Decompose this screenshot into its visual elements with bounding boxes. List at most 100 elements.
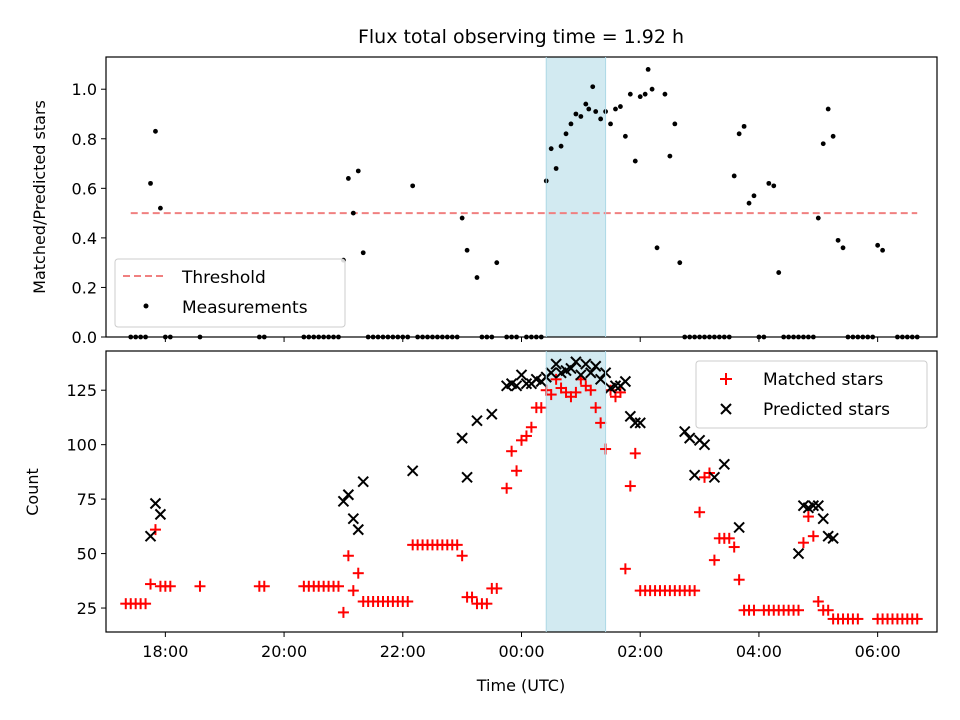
measurement-point <box>583 101 589 107</box>
legend-measurements-label: Measurements <box>182 298 308 318</box>
measurement-point <box>751 193 757 199</box>
measurement-point <box>553 166 559 171</box>
x-tick-label: 18:00 <box>142 642 188 661</box>
matched-stars-point <box>545 389 557 401</box>
measurement-point <box>568 121 574 127</box>
predicted-stars-point <box>629 417 641 429</box>
matched-stars-point <box>694 506 706 518</box>
matched-stars-point <box>352 567 364 579</box>
matched-stars-point <box>342 550 354 562</box>
measurement-point <box>590 84 596 90</box>
predicted-stars-point <box>619 375 632 388</box>
predicted-stars-point <box>461 471 473 484</box>
measurement-point <box>153 128 158 134</box>
y-tick-label: 0.6 <box>72 179 97 198</box>
matched-stars-point <box>797 537 809 549</box>
y-tick-label: 0.2 <box>72 278 97 297</box>
matched-stars-point <box>822 604 834 616</box>
predicted-stars-point <box>545 367 557 379</box>
measurement-point <box>148 180 153 186</box>
predicted-stars-point <box>688 469 701 481</box>
legend-matched-swatch <box>720 373 732 385</box>
matched-stars-point <box>733 574 745 586</box>
top-legend: Threshold Measurements <box>114 258 346 328</box>
measurement-point <box>622 133 628 139</box>
figure-title: Flux total observing time = 1.92 h <box>358 26 684 48</box>
matched-stars-point <box>802 511 814 523</box>
measurement-point <box>558 143 564 149</box>
matched-stars-point <box>347 585 359 597</box>
bottom-ylabel: Count <box>23 468 42 516</box>
measurement-point <box>731 173 737 179</box>
y-tick-label: 1.0 <box>72 80 97 99</box>
matched-stars-point <box>723 532 735 544</box>
bottom-legend-box <box>695 360 928 429</box>
predicted-stars-point <box>683 432 696 444</box>
matched-stars-point <box>708 554 720 566</box>
matched-stars-point <box>466 591 478 603</box>
matched-stars-point <box>748 604 760 616</box>
top-ylabel: Matched/Predicted stars <box>30 100 49 294</box>
bottom-xlabel: Time (UTC) <box>476 676 565 695</box>
top-observing-window <box>546 57 606 337</box>
measurement-point <box>741 123 747 129</box>
x-tick-label: 04:00 <box>736 642 782 661</box>
measurement-point <box>573 111 579 117</box>
measurement-point <box>548 146 554 152</box>
predicted-stars-point <box>456 432 468 444</box>
measurement-point <box>586 106 592 112</box>
predicted-stars-point <box>708 471 721 484</box>
predicted-stars-point <box>718 458 731 470</box>
x-tick-label: 06:00 <box>855 642 901 661</box>
measurement-point <box>736 131 742 137</box>
matched-stars-point <box>590 402 602 414</box>
predicted-stars-point <box>609 380 622 392</box>
matched-stars-point <box>852 613 864 625</box>
legend-predicted-label: Predicted stars <box>763 400 890 420</box>
matched-stars-point <box>337 606 349 618</box>
matched-stars-point <box>506 445 518 457</box>
x-tick-label: 20:00 <box>261 642 307 661</box>
predicted-stars-point <box>827 532 839 545</box>
predicted-stars-point <box>337 495 350 508</box>
predicted-stars-point <box>594 373 607 386</box>
measurement-point <box>618 104 623 109</box>
predicted-stars-point <box>575 369 587 381</box>
matched-stars-point <box>481 598 493 610</box>
predicted-stars-point <box>520 377 533 390</box>
predicted-stars-point <box>347 513 360 525</box>
y-tick-label: 0.4 <box>72 229 97 248</box>
matched-stars-point <box>728 541 740 553</box>
y-tick-label: 75 <box>77 490 97 509</box>
matched-stars-point <box>550 373 562 385</box>
bottom-y-ticks: 25 50 75 100 125 <box>66 381 106 618</box>
measurement-point <box>345 176 351 181</box>
matched-stars-point <box>451 539 463 551</box>
measurement-point <box>355 168 361 174</box>
predicted-stars-point <box>589 360 602 372</box>
predicted-stars-point <box>570 356 582 368</box>
measurement-point <box>608 121 613 127</box>
matched-stars-point <box>614 386 626 398</box>
predicted-stars-point <box>352 523 364 536</box>
measurement-point <box>830 133 836 139</box>
measurement-point <box>459 215 465 221</box>
matched-stars-point <box>525 421 537 433</box>
measurement-point <box>880 247 885 253</box>
matched-stars-point <box>402 596 414 608</box>
matched-stars-point <box>332 580 344 592</box>
matched-stars-point <box>511 465 523 477</box>
predicted-stars-point <box>565 362 577 375</box>
matched-stars-point <box>570 386 582 398</box>
legend-matched-label: Matched stars <box>763 370 883 390</box>
measurement-point <box>766 180 772 186</box>
matched-stars-point <box>140 598 152 610</box>
matched-stars-point <box>619 563 631 575</box>
matched-stars-point <box>456 550 468 562</box>
y-tick-label: 100 <box>66 436 97 455</box>
y-tick-label: 0.8 <box>72 130 97 149</box>
legend-predicted-swatch <box>720 403 732 415</box>
predicted-stars-point <box>550 358 562 370</box>
